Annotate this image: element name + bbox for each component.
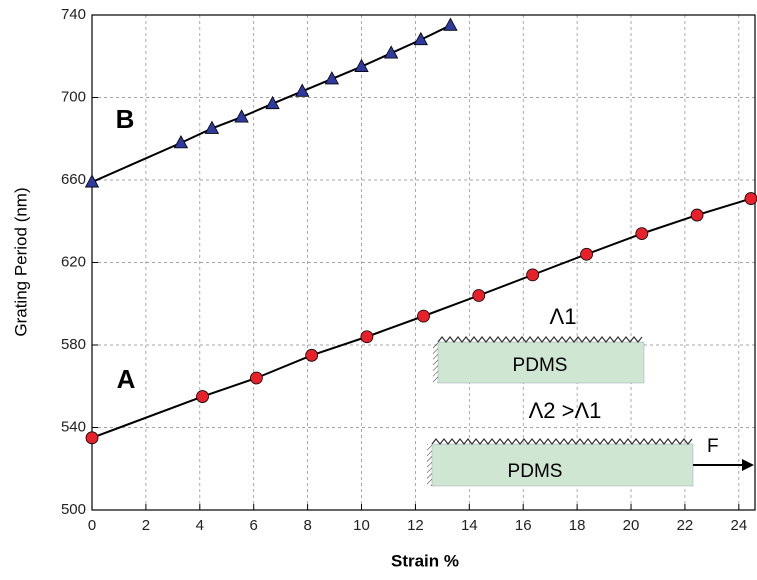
x-tick-label: 8	[303, 517, 311, 534]
annotation: F	[707, 436, 719, 457]
marker	[305, 348, 319, 362]
y-tick-label: 580	[61, 336, 86, 353]
marker	[84, 174, 100, 188]
x-tick-label: 18	[569, 517, 586, 534]
arrow-head	[742, 459, 754, 471]
grating	[437, 336, 643, 343]
marker	[383, 45, 399, 59]
marker	[526, 268, 540, 282]
marker	[204, 120, 220, 134]
y-axis-title: Grating Period (nm)	[11, 187, 30, 336]
marker	[173, 135, 189, 149]
marker	[250, 371, 263, 385]
series-line	[91, 197, 752, 439]
x-tick-label: 16	[515, 517, 532, 534]
marker	[354, 58, 369, 72]
pdms-block	[431, 443, 694, 487]
x-tick-label: 6	[250, 517, 258, 534]
clamp	[433, 343, 438, 383]
x-tick-label: 0	[88, 517, 96, 534]
x-axis-title: Strain %	[391, 551, 459, 570]
marker	[360, 330, 374, 344]
x-tick-label: 4	[196, 517, 204, 534]
marker	[196, 390, 209, 403]
annotation: PDMS	[513, 355, 568, 376]
marker	[443, 17, 458, 31]
x-tick-label: 2	[142, 517, 150, 534]
x-tick-label: 20	[623, 517, 640, 534]
pdms-block	[437, 341, 645, 384]
marker	[635, 227, 649, 241]
y-tick-label: 700	[61, 88, 86, 105]
grating	[431, 438, 693, 445]
x-tick-label: 14	[461, 517, 478, 534]
marker	[85, 431, 99, 445]
x-tick-label: 10	[353, 517, 370, 534]
series-label: A	[117, 364, 136, 394]
marker	[417, 309, 430, 323]
inset-diagrams: Λ1 PDMS Λ2 >Λ1 PDMS F	[427, 304, 754, 487]
marker	[472, 289, 486, 302]
marker	[265, 95, 280, 110]
marker	[324, 71, 340, 85]
series-label: B	[116, 104, 135, 134]
marker	[413, 31, 428, 46]
marker	[234, 109, 249, 123]
y-tick-label: 660	[61, 171, 86, 188]
x-tick-label: 24	[730, 517, 747, 534]
clamp	[427, 444, 432, 486]
x-tick-label: 22	[677, 517, 694, 534]
annotation: Λ2 >Λ1	[529, 398, 602, 423]
y-tick-label: 740	[61, 6, 86, 23]
marker	[690, 208, 704, 222]
marker	[580, 247, 593, 261]
annotation: PDMS	[508, 461, 563, 482]
x-tick-label: 12	[407, 517, 424, 534]
y-tick-label: 500	[61, 501, 86, 518]
marker	[295, 83, 310, 97]
annotation: Λ1	[550, 304, 577, 329]
y-tick-label: 540	[61, 418, 86, 435]
marker	[744, 192, 757, 205]
plot-frame	[91, 14, 756, 511]
y-tick-label: 620	[61, 253, 86, 270]
